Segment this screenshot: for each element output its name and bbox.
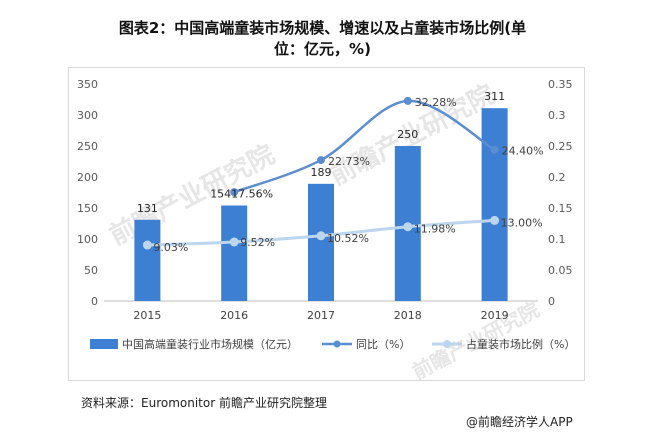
share-series-point xyxy=(403,222,413,232)
share-series-point xyxy=(142,240,152,250)
bar-value-label: 189 xyxy=(311,166,332,179)
y-left-tick-label: 300 xyxy=(77,109,98,122)
growth-value-label: 24.40% xyxy=(502,145,544,158)
y-right-tick-label: 0.05 xyxy=(548,264,573,277)
y-right-tick-label: 0.15 xyxy=(548,202,573,215)
y-left-tick-label: 150 xyxy=(77,202,98,215)
x-tick-label: 2015 xyxy=(133,309,161,322)
source-note: 资料来源：Euromonitor 前瞻产业研究院整理 xyxy=(81,396,327,410)
x-tick-label: 2019 xyxy=(481,309,509,322)
y-right-tick-label: 0.2 xyxy=(548,171,566,184)
share-series-point xyxy=(490,215,500,225)
brand-label: @前瞻经济学人APP xyxy=(466,415,573,429)
chart-title-line2: 位：亿元，%) xyxy=(274,40,371,58)
legend-swatch-share-point xyxy=(443,340,451,348)
growth-value-label-2016: 17.56% xyxy=(231,188,273,201)
growth-series-point xyxy=(403,96,412,105)
share-value-label: 11.98% xyxy=(414,223,456,236)
y-left-tick-label: 100 xyxy=(77,233,98,246)
y-left-tick-label: 200 xyxy=(77,171,98,184)
chart-title-line1: 图表2：中国高端童装市场规模、增速以及占童装市场比例(单 xyxy=(118,19,527,37)
growth-series-point xyxy=(317,156,325,165)
chart-frame xyxy=(68,67,585,381)
growth-value-label: 32.28% xyxy=(415,96,457,109)
bar xyxy=(481,108,508,302)
chart-title: 图表2：中国高端童装市场规模、增速以及占童装市场比例(单 位：亿元，%) xyxy=(0,18,645,60)
share-series-point xyxy=(229,237,239,247)
y-left-tick-label: 50 xyxy=(84,264,98,277)
legend-label: 同比（%） xyxy=(356,338,410,351)
growth-series-line xyxy=(233,99,496,194)
bar-value-label: 131 xyxy=(137,202,158,215)
bar-value-label: 311 xyxy=(484,90,505,103)
bar-value-label: 250 xyxy=(397,128,418,141)
legend-swatch-growth-point xyxy=(333,340,341,348)
bar xyxy=(308,183,334,301)
share-value-label: 9.52% xyxy=(240,236,275,249)
growth-series-point xyxy=(230,188,239,197)
share-value-label: 9.03% xyxy=(153,241,188,254)
x-tick-label: 2017 xyxy=(307,309,335,322)
x-tick-label: 2018 xyxy=(394,309,422,322)
legend-label: 中国高端童装行业市场规模（亿元） xyxy=(122,337,298,351)
bar-value-label: 15417.56% xyxy=(210,188,273,201)
y-right-tick-label: 0.1 xyxy=(548,233,566,246)
legend-label: 占童装市场比例（%） xyxy=(466,337,575,351)
share-value-label: 10.52% xyxy=(327,232,369,245)
y-left-tick-label: 250 xyxy=(77,140,98,153)
y-left-tick-label: 0 xyxy=(91,295,98,308)
x-tick-label: 2016 xyxy=(220,309,248,322)
y-right-tick-label: 0.25 xyxy=(548,140,573,153)
growth-value-label: 22.73% xyxy=(328,155,370,168)
y-right-tick-label: 0 xyxy=(548,295,555,308)
growth-series-point xyxy=(490,145,499,154)
bar xyxy=(134,219,161,301)
share-value-label: 13.00% xyxy=(501,216,543,229)
legend-swatch-bar xyxy=(90,339,118,349)
bar-value-label-2016: 154 xyxy=(210,188,231,201)
y-left-tick-label: 350 xyxy=(77,78,98,91)
y-right-tick-label: 0.35 xyxy=(548,78,573,91)
y-right-tick-label: 0.3 xyxy=(548,109,566,122)
share-series-point xyxy=(316,231,326,241)
bar xyxy=(221,205,248,301)
